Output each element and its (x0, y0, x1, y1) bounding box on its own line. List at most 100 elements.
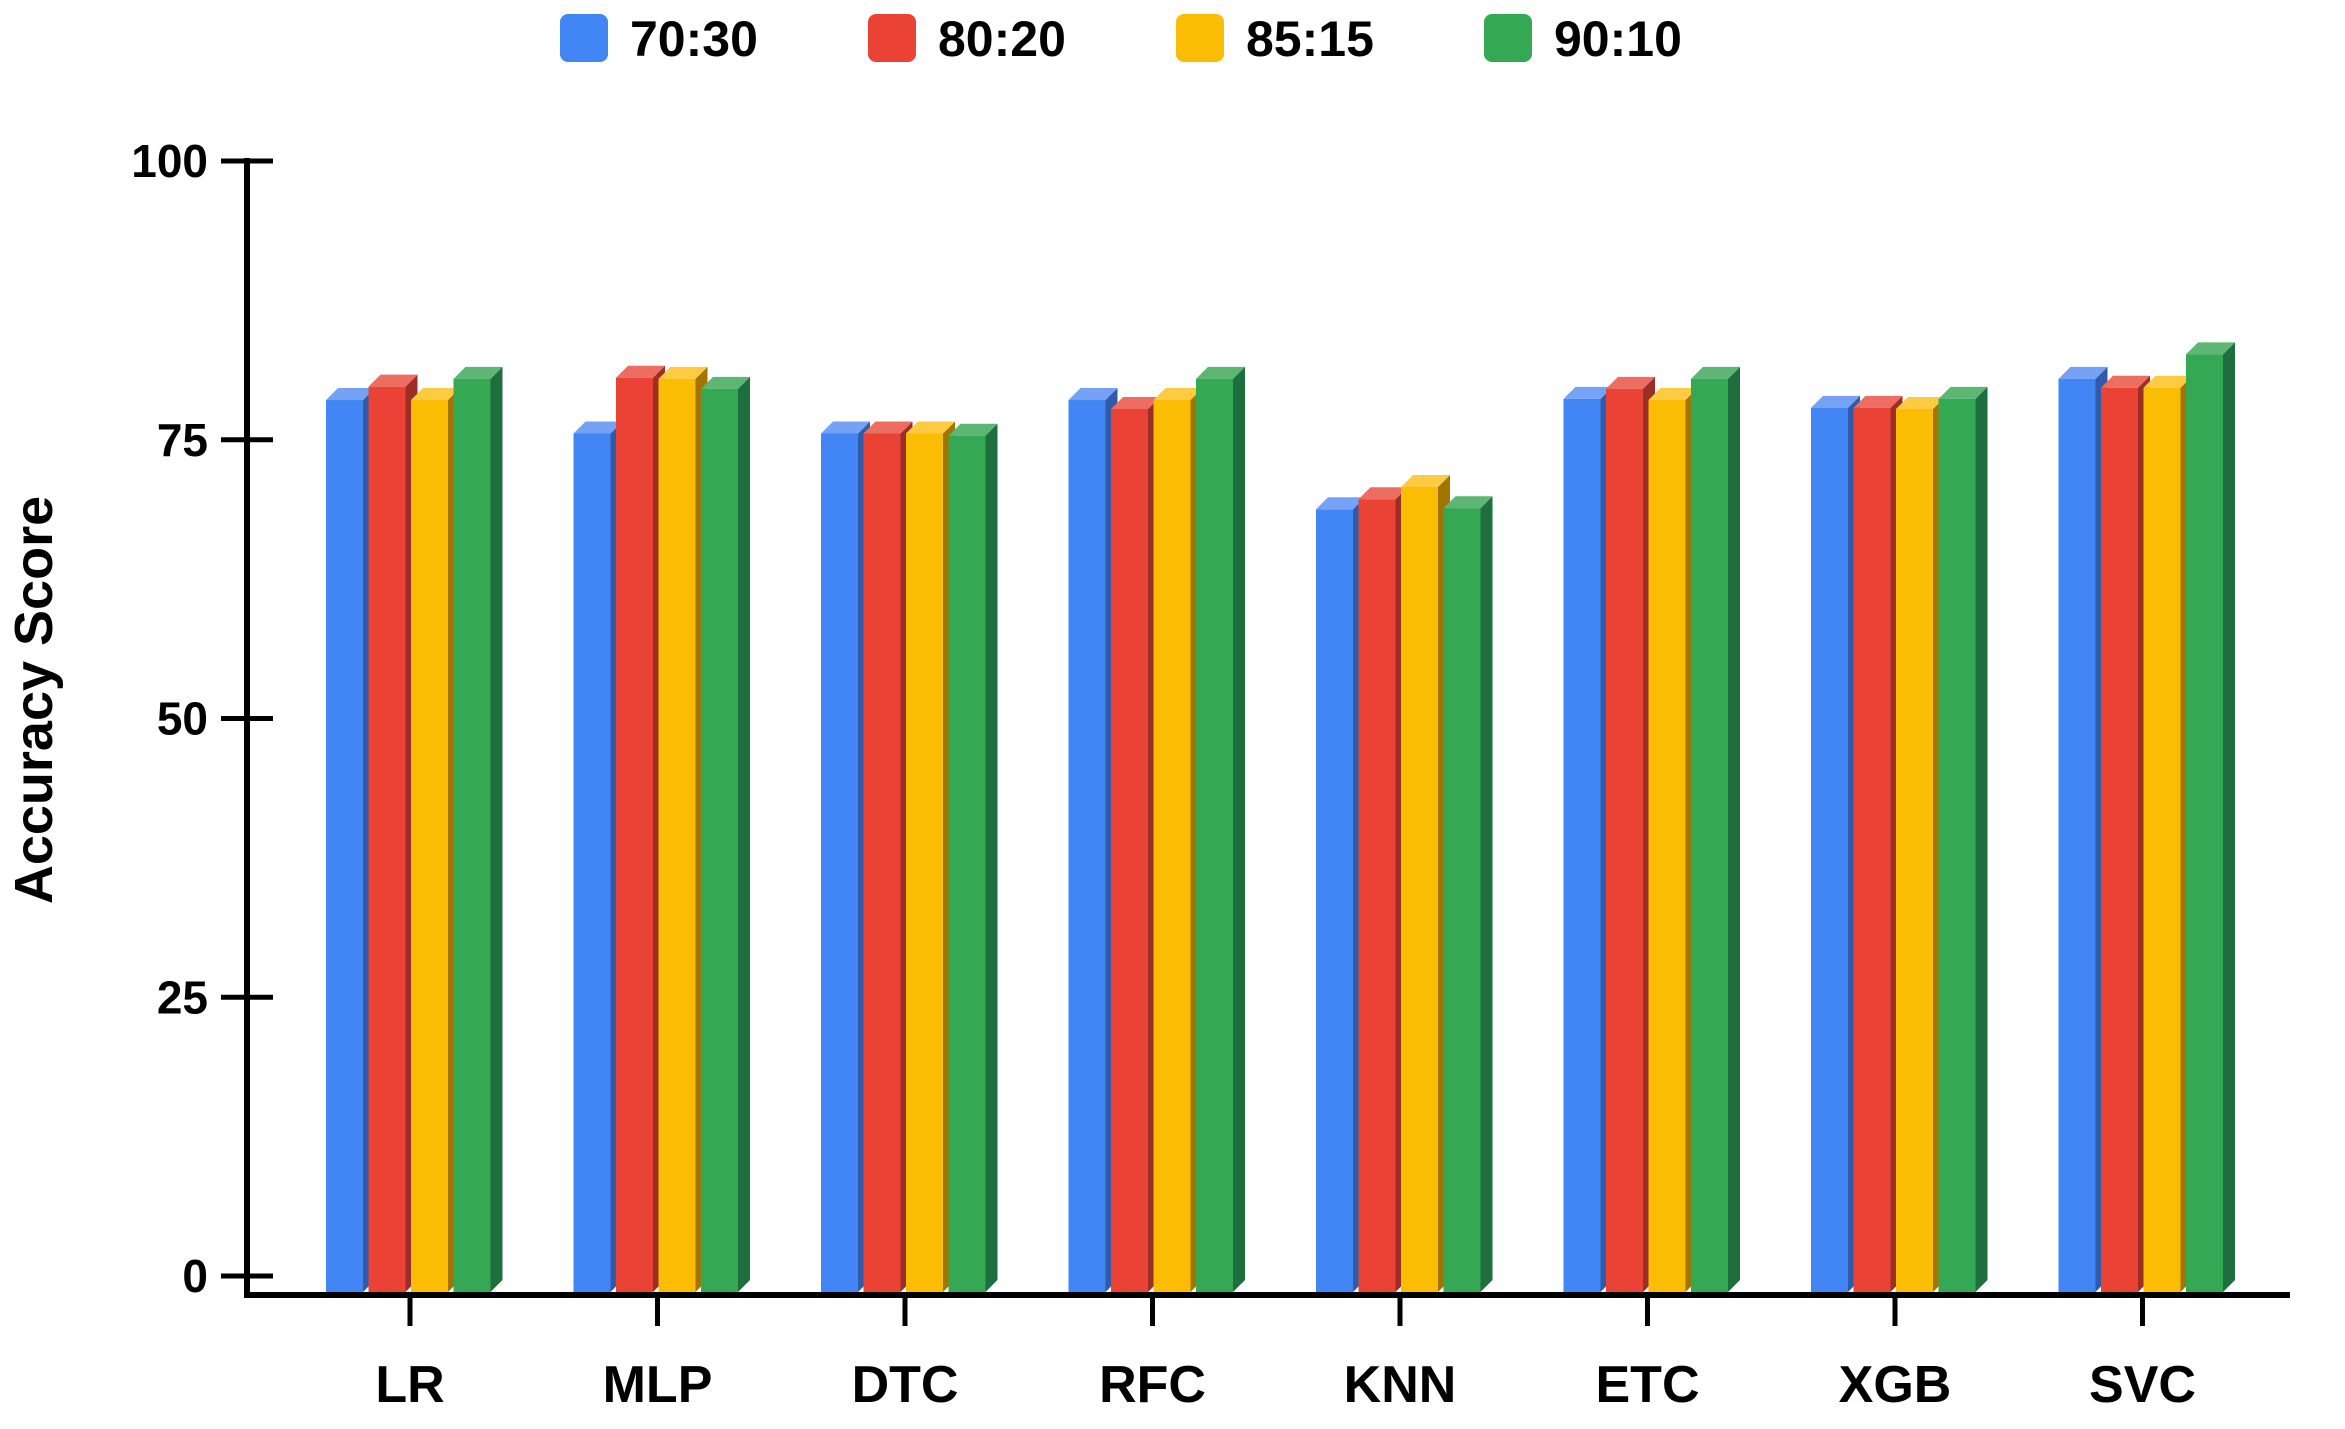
bar-XGB-80-20 (1853, 395, 1903, 1293)
legend-item-70-30: 70:30 (560, 11, 758, 67)
bar-top-face (1358, 487, 1408, 500)
bar-LR-90-10 (453, 366, 503, 1293)
legend-swatch (1484, 14, 1532, 62)
bar-top-face (1691, 366, 1740, 379)
y-tick-label: 25 (157, 971, 208, 1023)
bar-top-face (658, 366, 708, 379)
bar-top-face (616, 365, 665, 378)
bar-front-face (1196, 378, 1233, 1293)
bar-top-face (411, 388, 460, 401)
bar-front-face (1648, 400, 1686, 1292)
bar-front-face (1896, 408, 1933, 1293)
x-category-label: XGB (1839, 1356, 1952, 1414)
bar-KNN-85-15 (1401, 475, 1450, 1292)
bar-top-face (368, 374, 418, 387)
bar-top-face (821, 421, 870, 434)
legend-swatch (868, 14, 916, 62)
bar-RFC-90-10 (1196, 366, 1245, 1293)
bar-top-face (1443, 496, 1493, 509)
bar-LR-70-30 (326, 388, 375, 1292)
bar-front-face (863, 433, 901, 1292)
bar-top-face (1896, 396, 1945, 409)
bar-top-face (1606, 376, 1655, 389)
bar-front-face (906, 433, 943, 1292)
bar-top-face (1153, 388, 1203, 401)
bar-DTC-70-30 (821, 421, 870, 1292)
bar-front-face (326, 400, 363, 1292)
bar-top-face (1111, 396, 1160, 409)
bar-MLP-85-15 (658, 366, 708, 1293)
bar-top-face (2143, 375, 2193, 388)
bar-front-face (1811, 407, 1848, 1293)
bar-SVC-90-10 (2186, 342, 2235, 1292)
legend-item-80-20: 80:20 (868, 11, 1066, 67)
bar-XGB-85-15 (1896, 396, 1945, 1293)
bar-XGB-90-10 (1938, 386, 1988, 1292)
legend-swatch (1176, 14, 1224, 62)
bar-top-face (573, 421, 623, 434)
bar-front-face (948, 435, 986, 1293)
bar-top-face (1938, 386, 1988, 399)
bar-ETC-90-10 (1691, 366, 1740, 1293)
bar-KNN-70-30 (1316, 497, 1365, 1292)
bar-front-face (453, 378, 491, 1293)
bar-side-face (490, 366, 503, 1293)
bar-front-face (1401, 487, 1438, 1292)
bar-SVC-80-20 (2101, 375, 2150, 1292)
y-axis-title: Accuracy Score (4, 496, 64, 904)
bar-top-face (701, 376, 750, 389)
bar-front-face (2058, 378, 2096, 1293)
bar-top-face (1401, 475, 1450, 488)
bar-top-face (1811, 395, 1860, 408)
bar-ETC-70-30 (1563, 386, 1613, 1292)
bar-KNN-90-10 (1443, 496, 1493, 1292)
bar-front-face (1606, 388, 1643, 1292)
x-category-label: SVC (2089, 1356, 2196, 1414)
bar-ETC-85-15 (1648, 388, 1698, 1292)
bar-front-face (1358, 499, 1396, 1292)
y-tick-label: 75 (157, 414, 208, 466)
bar-front-face (2186, 354, 2223, 1292)
bar-front-face (411, 400, 448, 1292)
bar-front-face (616, 377, 653, 1292)
bar-RFC-85-15 (1153, 388, 1203, 1292)
bar-DTC-85-15 (906, 421, 955, 1292)
x-category-label: RFC (1099, 1356, 1206, 1414)
bar-side-face (2223, 342, 2235, 1292)
bar-top-face (2058, 366, 2108, 379)
bar-MLP-70-30 (573, 421, 623, 1292)
bar-side-face (1975, 386, 1988, 1292)
legend-item-90-10: 90:10 (1484, 11, 1682, 67)
bar-top-face (948, 423, 998, 436)
bar-MLP-90-10 (701, 376, 750, 1292)
y-tick-label: 100 (131, 135, 208, 187)
bar-front-face (2143, 387, 2181, 1292)
y-tick-label: 0 (182, 1250, 208, 1302)
bar-MLP-80-20 (616, 365, 665, 1292)
bar-side-face (1233, 366, 1245, 1293)
bar-top-face (1196, 366, 1245, 379)
bar-SVC-70-30 (2058, 366, 2108, 1293)
bar-DTC-90-10 (948, 423, 998, 1293)
bar-RFC-80-20 (1111, 396, 1160, 1293)
bar-side-face (985, 423, 998, 1293)
bar-front-face (1563, 398, 1601, 1292)
bar-front-face (1111, 408, 1148, 1293)
bar-top-face (2186, 342, 2235, 355)
bar-front-face (1068, 400, 1106, 1292)
x-category-label: DTC (852, 1356, 959, 1414)
bar-RFC-70-30 (1068, 388, 1118, 1292)
legend-label: 80:20 (938, 11, 1066, 67)
bar-top-face (1648, 388, 1698, 401)
bar-side-face (738, 376, 750, 1292)
bar-front-face (1443, 508, 1481, 1292)
bar-front-face (1938, 398, 1976, 1292)
bar-top-face (453, 366, 503, 379)
bar-top-face (1068, 388, 1118, 401)
bar-front-face (1153, 400, 1191, 1292)
bar-KNN-80-20 (1358, 487, 1408, 1292)
bar-side-face (1480, 496, 1493, 1292)
legend-label: 90:10 (1554, 11, 1682, 67)
